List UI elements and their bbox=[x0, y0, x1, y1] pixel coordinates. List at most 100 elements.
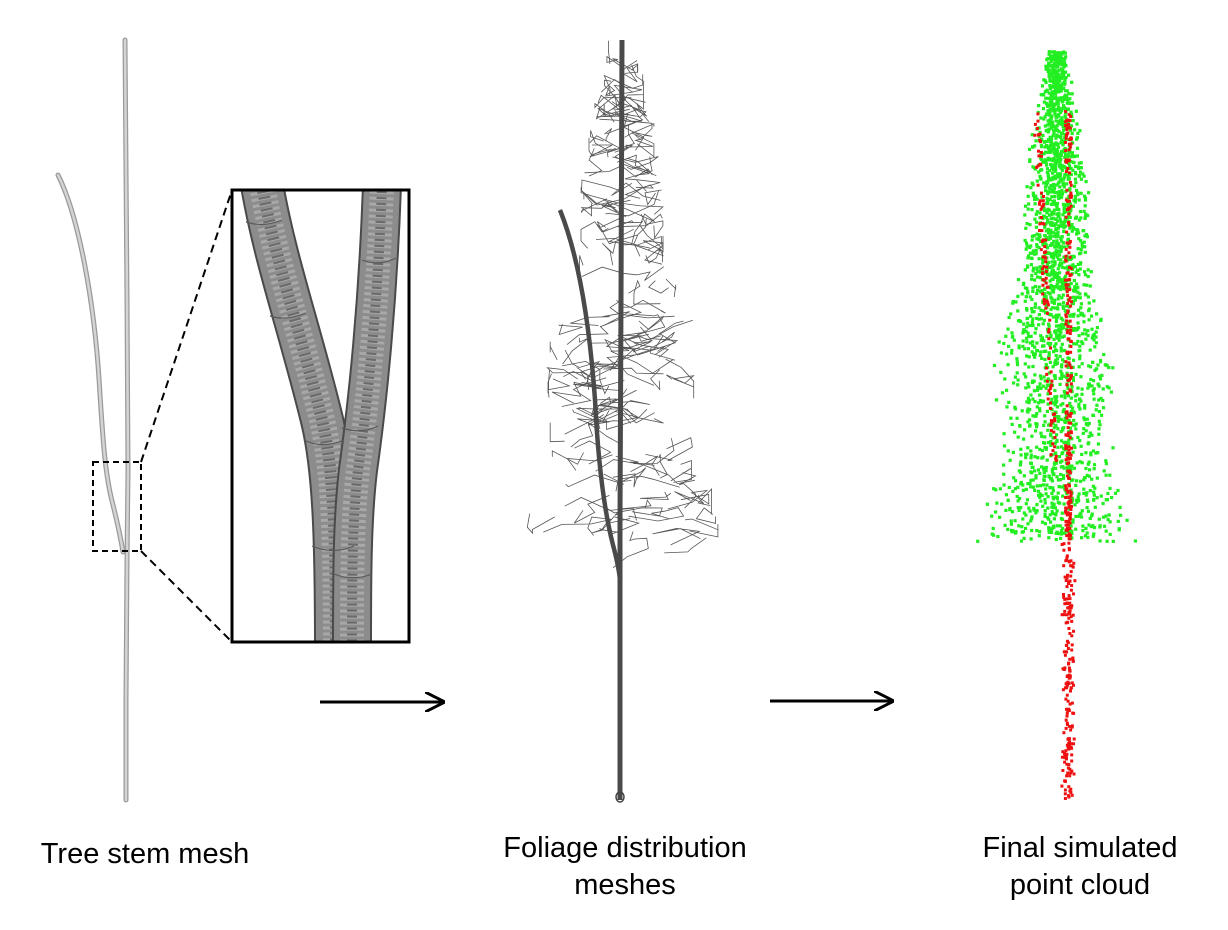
foliage-wire-segment bbox=[615, 475, 680, 492]
foliage-point bbox=[1055, 97, 1059, 101]
foliage-point bbox=[1037, 170, 1041, 174]
foliage-point bbox=[1043, 208, 1047, 213]
foliage-point bbox=[1009, 312, 1013, 316]
foliage-point bbox=[1087, 384, 1092, 388]
caption-tree-stem-mesh: Tree stem mesh bbox=[40, 838, 250, 870]
foliage-point bbox=[1076, 286, 1080, 290]
foliage-point bbox=[1082, 320, 1086, 324]
foliage-point bbox=[1045, 409, 1049, 413]
foliage-point bbox=[1043, 124, 1047, 128]
foliage-point bbox=[1043, 509, 1047, 513]
stem-point bbox=[1065, 513, 1069, 517]
caption-final-line-1: Final simulated bbox=[982, 832, 1178, 864]
foliage-point bbox=[1047, 526, 1051, 530]
stem-point bbox=[1042, 195, 1045, 198]
foliage-point bbox=[1076, 497, 1080, 501]
foliage-point bbox=[1031, 340, 1035, 344]
foliage-point bbox=[1084, 429, 1088, 433]
stem-point bbox=[1036, 164, 1040, 168]
stem-point bbox=[1053, 417, 1057, 421]
foliage-point bbox=[1044, 181, 1048, 185]
stem-point bbox=[1064, 579, 1068, 582]
foliage-point bbox=[1019, 453, 1023, 457]
foliage-point bbox=[1043, 357, 1047, 362]
stem-point bbox=[1040, 221, 1044, 225]
foliage-point bbox=[1041, 160, 1045, 164]
foliage-point bbox=[1030, 350, 1034, 354]
foliage-point bbox=[1083, 418, 1087, 422]
foliage-point bbox=[1052, 53, 1057, 57]
foliage-point bbox=[1046, 392, 1050, 396]
stem-point bbox=[1067, 220, 1070, 224]
stem-point bbox=[1072, 772, 1076, 776]
stem-point bbox=[1066, 167, 1070, 170]
foliage-point bbox=[1059, 349, 1063, 353]
foliage-point bbox=[1058, 160, 1062, 164]
foliage-point bbox=[992, 533, 996, 537]
foliage-point bbox=[1051, 171, 1055, 175]
foliage-point bbox=[1086, 509, 1091, 513]
foliage-point bbox=[1096, 442, 1100, 446]
foliage-point bbox=[1007, 344, 1011, 348]
foliage-wire-segment bbox=[549, 341, 558, 360]
foliage-point bbox=[1051, 66, 1055, 70]
foliage-point bbox=[991, 526, 995, 531]
foliage-point bbox=[1097, 419, 1101, 423]
stem-point bbox=[1069, 574, 1073, 578]
foliage-wire-segment bbox=[645, 437, 693, 461]
foliage-point bbox=[1039, 338, 1043, 342]
foliage-point bbox=[1046, 506, 1050, 510]
foliage-wire-segment bbox=[606, 124, 635, 158]
foliage-point bbox=[1055, 306, 1059, 310]
foliage-point bbox=[1047, 61, 1051, 65]
stem-point bbox=[1035, 127, 1039, 130]
foliage-point bbox=[1051, 473, 1055, 477]
stem-point bbox=[1039, 150, 1043, 154]
foliage-point bbox=[1059, 465, 1064, 469]
foliage-point bbox=[1078, 296, 1082, 300]
foliage-point bbox=[1063, 173, 1067, 177]
foliage-point bbox=[1033, 455, 1037, 459]
foliage-point bbox=[1055, 509, 1059, 513]
stem-point bbox=[1063, 602, 1067, 606]
stem-point bbox=[1037, 154, 1041, 158]
foliage-point bbox=[1058, 354, 1062, 358]
foliage-point bbox=[1056, 226, 1060, 230]
foliage-point bbox=[1092, 379, 1096, 383]
stem-point bbox=[1064, 697, 1068, 701]
foliage-leader bbox=[557, 209, 623, 581]
foliage-point bbox=[1076, 386, 1080, 390]
foliage-wire-segment bbox=[639, 491, 672, 501]
foliage-point bbox=[1043, 420, 1047, 424]
foliage-point bbox=[1056, 417, 1060, 421]
foliage-wire-segment bbox=[592, 516, 640, 535]
foliage-point bbox=[1083, 216, 1087, 220]
foliage-point bbox=[1055, 206, 1059, 210]
zoom-leader-bottom bbox=[140, 550, 233, 643]
stem-point bbox=[1065, 613, 1069, 617]
foliage-point bbox=[1050, 202, 1054, 206]
foliage-point bbox=[1038, 174, 1042, 178]
foliage-point bbox=[1056, 120, 1060, 124]
foliage-point bbox=[1060, 485, 1064, 489]
stem-point bbox=[1067, 457, 1071, 461]
foliage-point bbox=[1048, 96, 1053, 101]
stem-point bbox=[1065, 462, 1069, 466]
stem-point bbox=[1063, 575, 1067, 579]
foliage-point bbox=[1059, 403, 1063, 407]
foliage-point bbox=[1038, 530, 1042, 534]
foliage-point bbox=[1057, 196, 1061, 200]
stem-point bbox=[1064, 749, 1068, 753]
foliage-trunk-base bbox=[615, 791, 625, 803]
foliage-point bbox=[1065, 454, 1069, 458]
stem-point bbox=[1064, 136, 1068, 140]
foliage-point bbox=[1069, 128, 1073, 132]
foliage-point bbox=[1037, 238, 1041, 242]
stem-point bbox=[1066, 294, 1070, 298]
foliage-point bbox=[1055, 362, 1059, 366]
foliage-point bbox=[1048, 229, 1052, 233]
stem-point bbox=[1041, 278, 1045, 282]
foliage-point bbox=[1083, 194, 1087, 198]
stem-point bbox=[1070, 742, 1073, 746]
foliage-point bbox=[1022, 511, 1026, 515]
